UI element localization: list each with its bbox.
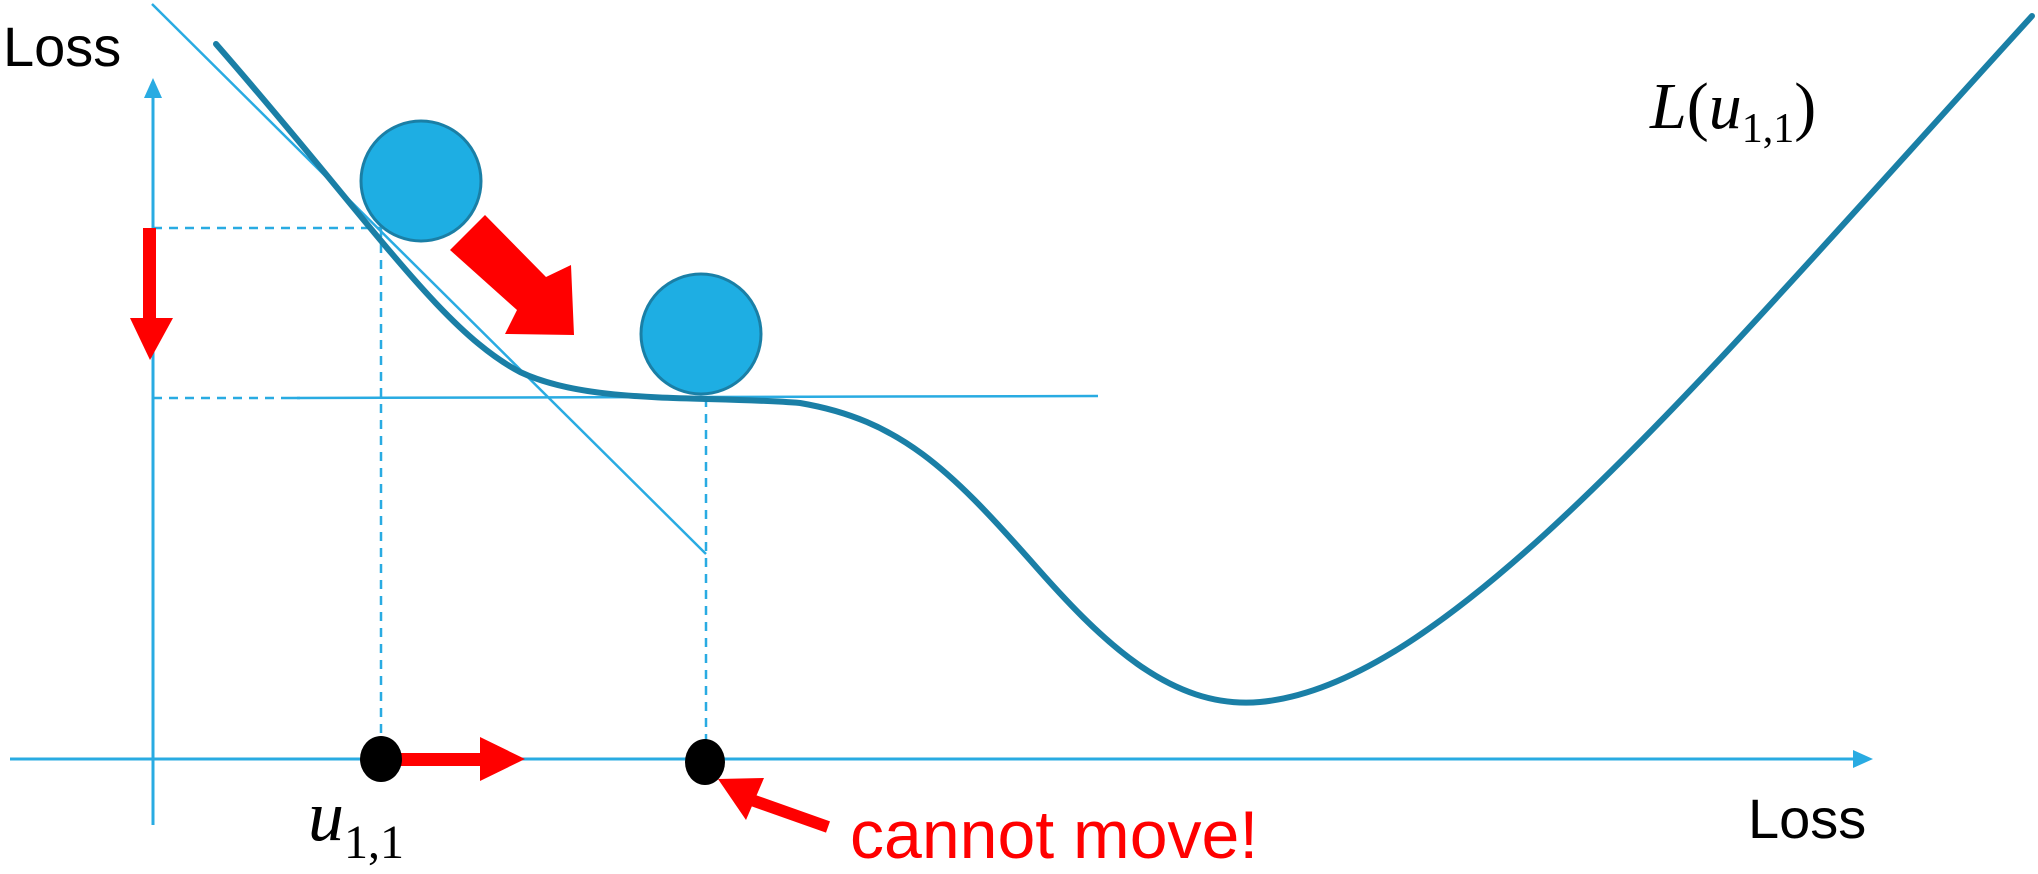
ball-icon — [359, 119, 483, 243]
arrow-down-icon — [130, 228, 173, 360]
point-stuck — [685, 739, 725, 785]
arrow-pointer-icon — [718, 778, 831, 833]
arrow-right-icon — [384, 737, 525, 781]
y-axis-label: Loss — [3, 15, 121, 78]
dashed-guides — [153, 226, 708, 742]
arrow-diagonal-icon — [450, 215, 574, 335]
cannot-move-label: cannot move! — [850, 797, 1258, 873]
y-axis — [144, 78, 162, 825]
curve-label: L(u1,1) — [1649, 70, 1816, 152]
x-axis-label: Loss — [1748, 787, 1866, 850]
loss-curve — [213, 13, 2035, 706]
point-current — [360, 736, 402, 782]
parameter-label: u1,1 — [308, 776, 404, 869]
tangent-line-steep — [151, 3, 707, 555]
ball-icon — [639, 272, 763, 396]
x-axis — [10, 750, 1873, 768]
